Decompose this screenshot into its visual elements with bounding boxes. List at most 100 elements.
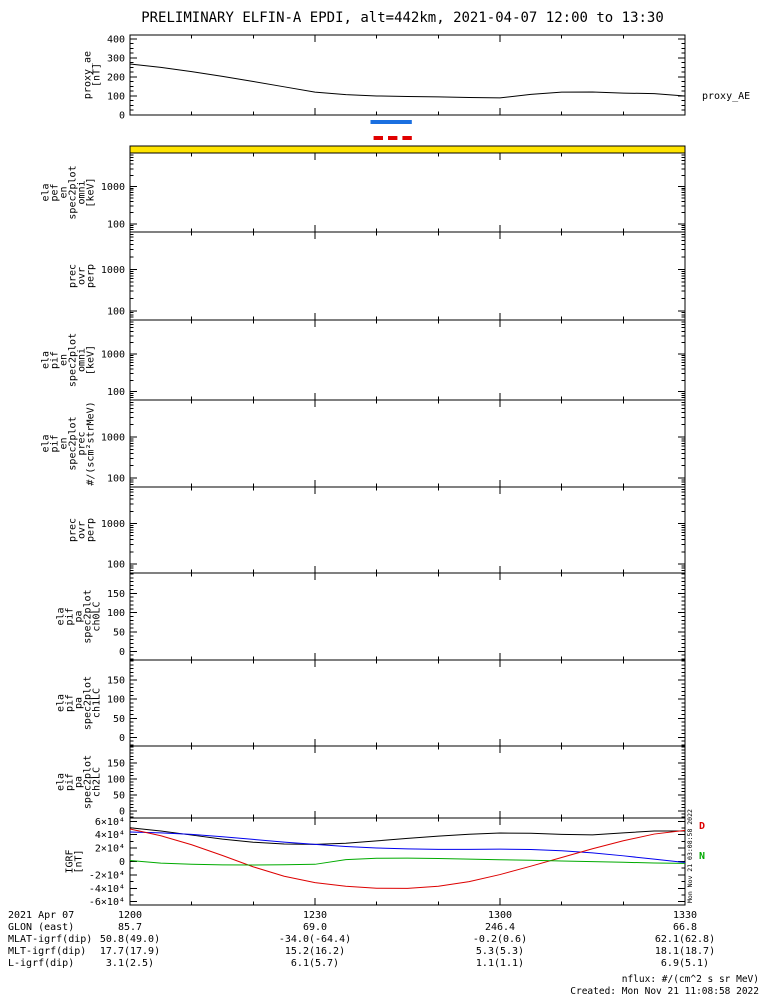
ylabel-pa_ch2: spec2plot [83, 755, 94, 809]
y-tick-label: 150 [107, 758, 125, 769]
panel-pif_en_prec: 100 1000 elapifenspec2plotprec#/(scm²strMe… [41, 399, 686, 488]
y-tick-label: 1000 [101, 349, 125, 360]
time-tick-label: 1230 [303, 910, 327, 921]
ylabel-pif_en_omni: en [59, 354, 70, 366]
var-row-value: 18.1(18.7) [655, 946, 715, 957]
y-tick-label: 100 [107, 560, 125, 571]
ylabel-pa_ch0: ela [56, 607, 67, 625]
ylabel-pa_ch1: spec2plot [83, 676, 94, 730]
y-tick-label: 0 [119, 857, 125, 868]
panel-frame [129, 231, 686, 321]
ylabel-pif_en_omni: ela [41, 351, 52, 369]
ylabel-pa_ch2: pa [74, 776, 85, 788]
ylabel-pif_en_prec: prec [77, 431, 88, 455]
ylabel-pa_ch2: ela [56, 773, 67, 791]
y-tick-label: 0 [119, 111, 125, 122]
var-row-value: 17.7(17.9) [100, 946, 160, 957]
panel-frame [129, 319, 686, 401]
y-tick-label: -6×10⁴ [89, 897, 125, 908]
panel-frame [129, 152, 686, 233]
y-tick-label: 4×10⁴ [95, 830, 125, 841]
ylabel-pif_prec_ovr_perp: ovr [77, 521, 88, 539]
var-row-value: 15.2(16.2) [285, 946, 345, 957]
y-tick-label: 150 [107, 676, 125, 687]
ylabel-pef_en_omni: ela [41, 183, 52, 201]
var-row-value: 85.7 [118, 922, 142, 933]
ylabel-pef_prec_ovr_perp: perp [86, 264, 97, 288]
var-row-value: 6.9(5.1) [661, 958, 709, 969]
ylabel-proxy_ae: proxy_ae [83, 51, 94, 99]
y-tick-label: 100 [107, 695, 125, 706]
y-tick-label: 100 [107, 306, 125, 317]
ylabel-pa_ch1: ch1LC [92, 688, 103, 718]
ylabel-pif_en_omni: pif [50, 351, 61, 369]
science-zone-bar-red [402, 136, 412, 140]
ylabel-proxy_ae: [nT] [92, 63, 103, 87]
y-tick-label: 100 [107, 219, 125, 230]
panel-frame [129, 572, 686, 661]
var-row-value: -34.0(-64.4) [279, 934, 351, 945]
ylabel-pef_en_omni: spec2plot [68, 165, 79, 219]
y-tick-label: 1000 [101, 265, 125, 276]
var-row-value: 69.0 [303, 922, 327, 933]
ylabel-pa_ch2: pif [65, 773, 76, 791]
y-tick-label: 100 [107, 387, 125, 398]
ylabel-pif_en_prec: en [59, 437, 70, 449]
ylabel-pa_ch1: ela [56, 694, 67, 712]
y-tick-label: 2×10⁴ [95, 844, 125, 855]
y-tick-label: -2×10⁴ [89, 870, 125, 881]
sunlight-band [129, 145, 686, 154]
proxy-ae-right-label: proxy_AE [702, 91, 751, 102]
var-row-value: 5.3(5.3) [476, 946, 524, 957]
series-proxy_AE [129, 63, 686, 99]
ylabel-pa_ch0: pa [74, 610, 85, 622]
ylabel-pa_ch2: ch2LC [92, 767, 103, 797]
var-row-value: 62.1(62.8) [655, 934, 715, 945]
time-tick-label: 1200 [118, 910, 142, 921]
var-row-value: 66.8 [673, 922, 697, 933]
ylabel-pif_en_prec: pif [50, 434, 61, 452]
y-tick-label: 0 [119, 647, 125, 658]
y-tick-label: 1000 [101, 432, 125, 443]
panel-frame [129, 399, 686, 488]
var-row-label: MLAT-igrf(dip) [8, 934, 92, 945]
igrf-legend-letter: N [699, 851, 705, 862]
ylabel-pef_en_omni: [keV] [86, 177, 97, 207]
var-row-value: 50.8(49.0) [100, 934, 160, 945]
ylabel-pa_ch1: pa [74, 697, 85, 709]
ylabel-pa_ch0: ch0LC [92, 601, 103, 631]
panel-frame [129, 659, 686, 747]
y-tick-label: 300 [107, 53, 125, 64]
created-timestamp: Created: Mon Nov 21 11:08:58 2022 [570, 986, 759, 997]
ylabel-pa_ch0: spec2plot [83, 589, 94, 643]
y-tick-label: 100 [107, 608, 125, 619]
y-tick-label: 200 [107, 72, 125, 83]
date-label: 2021 Apr 07 [8, 910, 74, 921]
ylabel-pif_en_omni: [keV] [86, 345, 97, 375]
var-row-value: 246.4 [485, 922, 515, 933]
var-row-label: GLON (east) [8, 922, 74, 933]
ylabel-pif_en_prec: ela [41, 434, 52, 452]
panel-igrf: -6×10⁴ -4×10⁴ -2×10⁴ 0 2×10⁴ 4×10⁴ 6×10⁴ IGRF[n… [65, 817, 686, 908]
time-tick-label: 1300 [488, 910, 512, 921]
plot-title: PRELIMINARY ELFIN-A EPDI, alt=442km, 202… [141, 10, 664, 26]
science-zone-bar-red [373, 136, 383, 140]
var-row-label: MLT-igrf(dip) [8, 946, 86, 957]
ylabel-pif_en_omni: omni [77, 348, 88, 372]
var-row-value: 6.1(5.7) [291, 958, 339, 969]
y-tick-label: 50 [113, 627, 125, 638]
y-tick-label: 0 [119, 806, 125, 817]
ylabel-pef_en_omni: en [59, 186, 70, 198]
series-B_blue [129, 831, 686, 864]
y-tick-label: 6×10⁴ [95, 817, 125, 828]
ylabel-pif_prec_ovr_perp: prec [68, 518, 79, 542]
ylabel-pif_en_prec: #/(scm²strMeV) [86, 401, 97, 485]
y-tick-label: 1000 [101, 182, 125, 193]
panel-frame [129, 486, 686, 574]
